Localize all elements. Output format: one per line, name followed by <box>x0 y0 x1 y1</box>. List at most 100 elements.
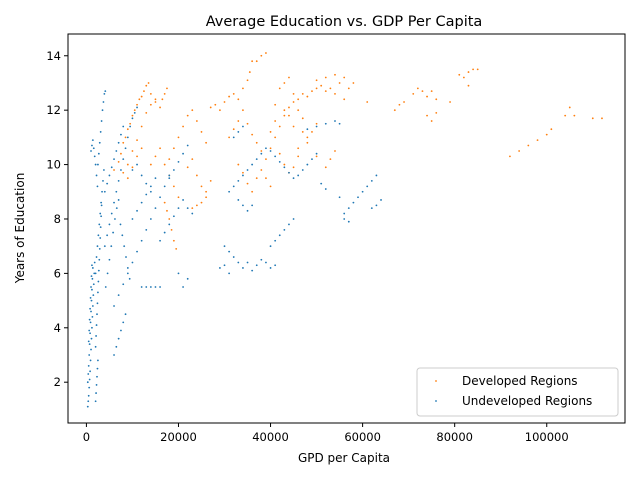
series-1-point-40 <box>96 367 99 370</box>
series-0-point-7 <box>131 114 134 117</box>
series-0-point-78 <box>265 52 267 54</box>
series-1-point-100 <box>108 258 111 261</box>
x-tick-label-4: 80000 <box>436 430 473 444</box>
series-0-point-16 <box>154 101 157 103</box>
series-1-point-167 <box>168 177 171 180</box>
series-1-point-197 <box>242 204 244 207</box>
series-1-point-76 <box>91 144 93 147</box>
series-1-point-227 <box>343 212 346 215</box>
series-1-point-194 <box>260 152 263 155</box>
series-0-point-85 <box>255 141 258 144</box>
series-1-point-154 <box>145 182 148 185</box>
series-1-point-39 <box>96 375 98 378</box>
series-1-point-31 <box>89 307 91 310</box>
series-1-point-233 <box>370 180 373 182</box>
series-0-point-11 <box>140 95 143 98</box>
series-1-point-129 <box>122 283 125 286</box>
series-1-point-231 <box>361 190 364 193</box>
series-0-point-86 <box>260 150 263 152</box>
series-1-point-184 <box>265 261 267 264</box>
series-0-point-95 <box>274 136 277 139</box>
series-1-point-189 <box>237 180 240 182</box>
y-tick-label-3: 8 <box>54 212 61 226</box>
series-1-point-123 <box>117 337 120 340</box>
series-1-point-155 <box>149 190 152 193</box>
series-0-point-87 <box>237 163 240 166</box>
series-1-point-116 <box>113 158 115 161</box>
series-1-point-147 <box>145 286 148 288</box>
series-1-point-210 <box>274 155 277 158</box>
series-1-point-229 <box>352 201 355 204</box>
series-1-point-60 <box>98 223 101 226</box>
x-axis-label: GPD per Capita <box>298 451 390 465</box>
series-0-point-10 <box>138 98 141 101</box>
series-0-point-0 <box>113 169 115 171</box>
series-1-point-64 <box>102 180 104 182</box>
series-0-point-107 <box>269 131 272 133</box>
series-1-point-122 <box>115 345 118 348</box>
series-1-point-230 <box>357 196 359 199</box>
series-0-point-74 <box>248 71 251 73</box>
series-0-point-2 <box>120 152 122 155</box>
series-0-point-45 <box>175 248 178 250</box>
series-1-point-209 <box>269 150 272 152</box>
series-0-point-153 <box>426 95 428 98</box>
series-1-point-156 <box>159 239 161 242</box>
legend: Developed Regions Undeveloped Regions <box>416 367 619 417</box>
series-1-point-79 <box>93 155 96 158</box>
series-1-point-91 <box>122 158 125 161</box>
series-1-point-157 <box>163 231 166 234</box>
series-0-point-84 <box>251 133 254 136</box>
series-0-point-113 <box>297 155 300 158</box>
series-1-point-12 <box>92 294 95 297</box>
series-1-point-52 <box>99 237 102 239</box>
series-0-point-119 <box>315 87 318 90</box>
series-0-point-44 <box>172 239 175 242</box>
series-0-point-159 <box>449 101 451 103</box>
series-1-point-66 <box>97 163 99 166</box>
series-1-point-199 <box>251 204 254 207</box>
series-0-point-101 <box>301 117 304 120</box>
series-0-point-13 <box>145 84 148 87</box>
series-1-point-35 <box>91 264 93 267</box>
series-1-point-99 <box>106 272 109 275</box>
series-1-point-29 <box>88 329 91 332</box>
series-1-point-16 <box>86 381 89 384</box>
series-1-point-142 <box>140 201 143 204</box>
series-1-point-54 <box>100 215 103 218</box>
series-0-point-27 <box>126 177 129 180</box>
series-1-point-132 <box>136 250 138 253</box>
series-1-point-148 <box>149 286 152 288</box>
series-1-point-70 <box>100 120 103 122</box>
series-0-point-139 <box>334 150 336 152</box>
series-1-point-202 <box>242 125 244 128</box>
series-1-point-239 <box>343 218 346 220</box>
series-0-point-68 <box>223 101 226 103</box>
series-1-point-72 <box>102 101 105 103</box>
series-1-point-182 <box>255 264 258 267</box>
series-1-point-130 <box>126 272 129 275</box>
series-0-point-36 <box>163 163 166 166</box>
series-1-point-56 <box>94 272 97 275</box>
series-0-point-89 <box>246 182 249 185</box>
x-tick-label-0: 0 <box>83 430 90 444</box>
series-1-point-124 <box>120 329 122 332</box>
series-1-point-8 <box>90 337 93 340</box>
series-0-point-116 <box>315 122 318 125</box>
series-0-point-164 <box>476 68 479 71</box>
y-tick-label-4: 10 <box>46 158 61 172</box>
series-0-point-62 <box>195 204 198 207</box>
series-1-point-61 <box>99 212 102 215</box>
series-0-point-169 <box>536 139 539 141</box>
series-1-point-221 <box>324 188 327 190</box>
series-1-point-80 <box>94 163 97 166</box>
series-1-point-196 <box>237 199 240 201</box>
series-1-point-101 <box>110 245 113 248</box>
series-0-point-162 <box>467 71 470 73</box>
x-tick-label-1: 20000 <box>160 430 197 444</box>
series-1-point-179 <box>242 267 244 269</box>
series-1-point-236 <box>370 207 373 210</box>
series-0-point-42 <box>168 218 171 220</box>
series-1-point-133 <box>140 239 143 242</box>
series-1-point-19 <box>88 354 91 356</box>
